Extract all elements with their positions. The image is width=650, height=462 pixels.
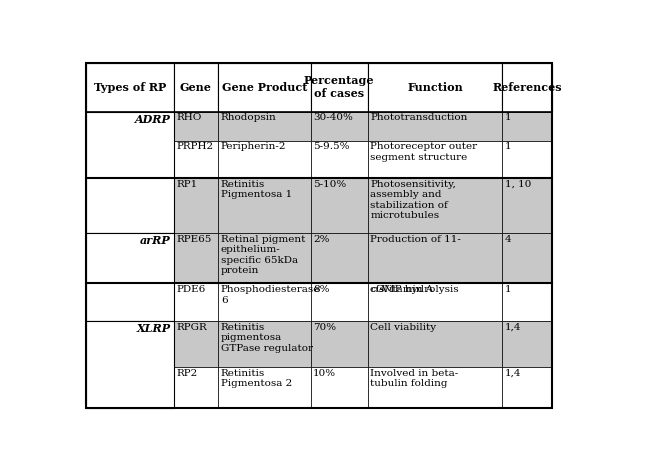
Text: Photoreceptor outer
segment structure: Photoreceptor outer segment structure <box>370 142 478 162</box>
Text: Retinitis
Pigmentosa 2: Retinitis Pigmentosa 2 <box>221 369 292 389</box>
Bar <box>174 321 218 367</box>
Bar <box>502 140 552 178</box>
Bar <box>502 284 552 321</box>
Bar <box>86 321 174 407</box>
Text: RP2: RP2 <box>176 369 197 378</box>
Text: PRPH2: PRPH2 <box>176 142 213 151</box>
Bar <box>311 178 368 233</box>
Bar <box>368 140 502 178</box>
Text: 5-10%: 5-10% <box>313 180 346 189</box>
Bar <box>502 178 552 233</box>
Text: Cell viability: Cell viability <box>370 323 437 332</box>
Bar <box>86 284 174 321</box>
Bar <box>368 367 502 407</box>
Text: 1, 10: 1, 10 <box>505 180 531 189</box>
Bar <box>368 233 502 284</box>
Text: 1,4: 1,4 <box>505 369 521 378</box>
Bar <box>218 233 311 284</box>
Bar <box>86 367 174 407</box>
Text: cis: cis <box>370 285 385 294</box>
Bar <box>86 178 174 233</box>
Bar <box>311 112 368 140</box>
Text: Retinitis
Pigmentosa 1: Retinitis Pigmentosa 1 <box>221 180 292 199</box>
Bar <box>86 233 174 284</box>
Bar <box>368 62 502 112</box>
Bar <box>368 284 502 321</box>
Text: -Vitamin A: -Vitamin A <box>380 285 434 294</box>
Text: 2%: 2% <box>313 235 330 243</box>
Text: arRP: arRP <box>140 235 171 246</box>
Text: Function: Function <box>408 82 463 92</box>
Bar <box>218 367 311 407</box>
Text: RHO: RHO <box>176 114 202 122</box>
Bar <box>86 62 174 112</box>
Bar <box>86 321 174 367</box>
Bar <box>502 112 552 140</box>
Bar <box>218 112 311 140</box>
Bar <box>311 367 368 407</box>
Text: Photosensitivity,
assembly and
stabilization of
microtubules: Photosensitivity, assembly and stabiliza… <box>370 180 456 220</box>
Text: ADRP: ADRP <box>135 114 171 125</box>
Bar <box>174 140 218 178</box>
Text: References: References <box>493 82 562 92</box>
Text: Gene: Gene <box>180 82 212 92</box>
Text: Rhodopsin: Rhodopsin <box>221 114 277 122</box>
Text: RPGR: RPGR <box>176 323 207 332</box>
Bar <box>311 284 368 321</box>
Bar <box>174 112 218 140</box>
Bar <box>86 233 174 321</box>
Text: Retinal pigment
epithelium-
specific 65kDa
protein: Retinal pigment epithelium- specific 65k… <box>221 235 306 275</box>
Text: 5-9.5%: 5-9.5% <box>313 142 350 151</box>
Bar <box>311 140 368 178</box>
Bar <box>311 62 368 112</box>
Text: cGMP hydrolysis: cGMP hydrolysis <box>370 285 459 294</box>
Bar <box>86 140 174 178</box>
Text: Gene Product: Gene Product <box>222 82 307 92</box>
Bar <box>368 178 502 233</box>
Bar <box>86 112 174 233</box>
Bar <box>174 367 218 407</box>
Text: Percentage
of cases: Percentage of cases <box>304 75 374 99</box>
Text: 1: 1 <box>505 114 512 122</box>
Bar <box>174 233 218 284</box>
Text: Phototransduction: Phototransduction <box>370 114 468 122</box>
Text: XLRP: XLRP <box>137 323 171 334</box>
Text: Peripherin-2: Peripherin-2 <box>221 142 287 151</box>
Text: Retinitis
pigmentosa
GTPase regulator: Retinitis pigmentosa GTPase regulator <box>221 323 313 353</box>
Bar <box>368 112 502 140</box>
Text: 70%: 70% <box>313 323 336 332</box>
Text: Phosphodiesterase
6: Phosphodiesterase 6 <box>221 285 320 304</box>
Text: RP1: RP1 <box>176 180 197 189</box>
Text: 10%: 10% <box>313 369 336 378</box>
Text: 30-40%: 30-40% <box>313 114 353 122</box>
Bar <box>174 284 218 321</box>
Bar <box>174 62 218 112</box>
Text: 1: 1 <box>505 142 512 151</box>
Bar <box>174 178 218 233</box>
Bar <box>502 321 552 367</box>
Bar <box>218 140 311 178</box>
Text: Types of RP: Types of RP <box>94 82 166 92</box>
Text: Involved in beta-
tubulin folding: Involved in beta- tubulin folding <box>370 369 459 389</box>
Bar <box>311 233 368 284</box>
Text: 8%: 8% <box>313 285 330 294</box>
Bar <box>311 321 368 367</box>
Text: 4: 4 <box>505 235 512 243</box>
Text: RPE65: RPE65 <box>176 235 211 243</box>
Bar <box>502 62 552 112</box>
Bar <box>86 112 174 140</box>
Bar <box>502 233 552 284</box>
Bar <box>218 284 311 321</box>
Bar <box>502 367 552 407</box>
Text: Production of 11-: Production of 11- <box>370 235 461 243</box>
Text: 1: 1 <box>505 285 512 294</box>
Text: PDE6: PDE6 <box>176 285 205 294</box>
Text: 1,4: 1,4 <box>505 323 521 332</box>
Bar <box>218 321 311 367</box>
Bar <box>218 62 311 112</box>
Bar <box>218 178 311 233</box>
Bar <box>368 321 502 367</box>
